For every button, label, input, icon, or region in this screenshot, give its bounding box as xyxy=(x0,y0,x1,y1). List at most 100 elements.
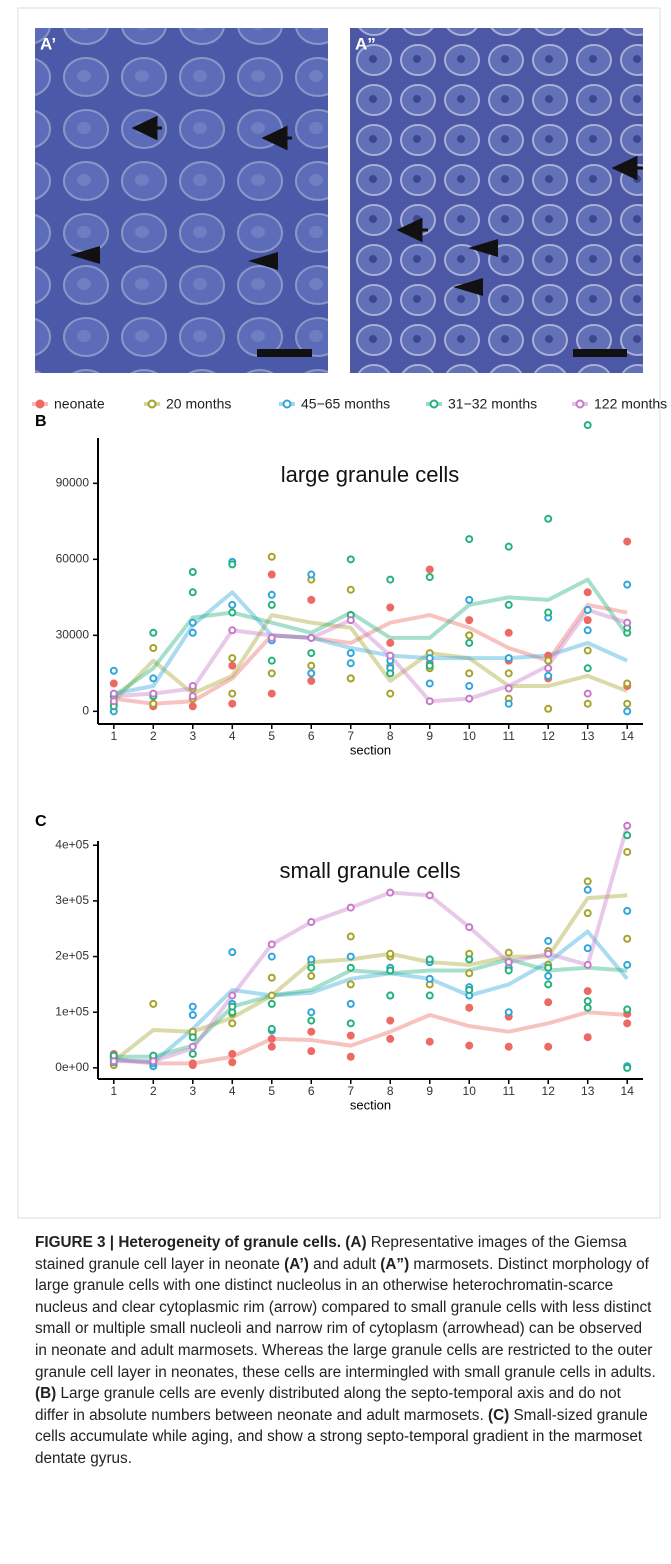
data-point xyxy=(228,626,237,635)
data-point xyxy=(623,707,632,716)
legend-swatch-point xyxy=(147,399,157,409)
x-tick-label: 9 xyxy=(426,729,433,743)
panel-label: B xyxy=(35,413,47,430)
data-point xyxy=(188,1002,197,1011)
x-tick-label: 2 xyxy=(150,1084,157,1098)
data-point xyxy=(425,565,434,574)
y-tick-label: 60000 xyxy=(56,552,90,566)
mean-line xyxy=(113,957,628,1059)
chart-title: small granule cells xyxy=(280,858,461,883)
micrograph-left: A’ xyxy=(35,28,328,373)
data-point xyxy=(188,628,197,637)
data-point xyxy=(465,1003,474,1012)
data-point xyxy=(267,590,276,599)
data-point xyxy=(583,664,592,673)
data-point xyxy=(623,679,632,688)
data-point xyxy=(583,1003,592,1012)
data-point xyxy=(149,644,158,652)
data-point xyxy=(228,654,237,663)
data-point xyxy=(465,631,474,640)
data-point xyxy=(149,999,158,1008)
x-tick-label: 13 xyxy=(581,729,595,743)
data-point xyxy=(188,618,197,627)
data-point xyxy=(386,949,395,958)
panel-label: A’ xyxy=(40,34,56,53)
caption-text: (A’) xyxy=(284,1255,309,1273)
data-point xyxy=(504,958,513,967)
caption-text: Representative images of the Giemsa stai… xyxy=(35,1234,627,1273)
mean-line xyxy=(113,929,629,1065)
data-point xyxy=(465,669,474,678)
data-point xyxy=(504,1008,513,1017)
data-point xyxy=(583,885,592,894)
data-point xyxy=(267,552,276,561)
data-point xyxy=(544,963,553,972)
data-point xyxy=(346,1019,355,1028)
x-tick-label: 12 xyxy=(542,729,556,743)
legend-label: 20 months xyxy=(166,396,231,412)
data-point xyxy=(623,580,632,589)
x-tick-label: 5 xyxy=(268,729,275,743)
data-point xyxy=(425,661,434,670)
data-point xyxy=(504,542,513,551)
caption-text: (C) xyxy=(487,1406,510,1424)
caption-text: Small-sized granule cells accumulate whi… xyxy=(35,1406,648,1467)
x-tick-label: 13 xyxy=(581,1084,595,1098)
caption-text: (A) xyxy=(341,1234,367,1251)
caption-text: and adult xyxy=(308,1255,381,1273)
data-point xyxy=(386,689,395,698)
panel-label: A” xyxy=(355,34,376,53)
figure-graphics: A’ A” neonate 20 months 45−65 months 31−32 … xyxy=(17,7,667,1219)
data-point xyxy=(307,669,316,678)
data-point xyxy=(228,1058,237,1067)
mean-line xyxy=(113,608,628,704)
data-point xyxy=(583,588,592,597)
data-point xyxy=(544,704,553,713)
mean-line xyxy=(113,590,629,696)
x-tick-label: 10 xyxy=(463,729,477,743)
data-point xyxy=(504,966,513,975)
data-point xyxy=(346,932,355,941)
data-point xyxy=(583,877,592,886)
data-point xyxy=(188,1011,197,1019)
data-point xyxy=(544,949,553,958)
data-point xyxy=(465,682,474,690)
data-point xyxy=(188,682,197,690)
data-point xyxy=(228,699,237,708)
data-point xyxy=(267,991,276,1000)
data-point xyxy=(149,1057,158,1066)
caption-text: (B) xyxy=(35,1385,57,1403)
data-point xyxy=(465,638,474,647)
data-point xyxy=(544,514,553,523)
x-tick-label: 2 xyxy=(150,729,157,743)
data-point xyxy=(386,991,395,1000)
data-point xyxy=(307,676,316,685)
data-point xyxy=(425,974,434,983)
x-tick-label: 11 xyxy=(502,729,515,743)
data-point xyxy=(583,606,592,614)
x-axis-label: section xyxy=(350,1097,391,1112)
data-point xyxy=(504,699,513,708)
y-tick-label: 0e+00 xyxy=(55,1060,89,1074)
data-point xyxy=(386,603,395,612)
x-tick-label: 3 xyxy=(189,729,196,743)
x-axis-label: section xyxy=(350,742,391,757)
data-point xyxy=(267,633,276,642)
data-point xyxy=(228,689,237,698)
data-point xyxy=(346,963,355,972)
data-point xyxy=(544,656,553,665)
data-point xyxy=(346,1052,355,1061)
data-point xyxy=(346,585,355,594)
data-point xyxy=(109,689,118,698)
x-tick-label: 4 xyxy=(229,729,236,743)
mean-line xyxy=(112,613,628,703)
data-point xyxy=(346,952,355,961)
data-point xyxy=(149,689,158,698)
data-point xyxy=(346,674,355,683)
data-point xyxy=(425,654,434,663)
data-point xyxy=(504,654,513,663)
data-point xyxy=(267,1042,276,1051)
mean-line xyxy=(113,1010,628,1066)
x-tick-label: 7 xyxy=(347,729,354,743)
